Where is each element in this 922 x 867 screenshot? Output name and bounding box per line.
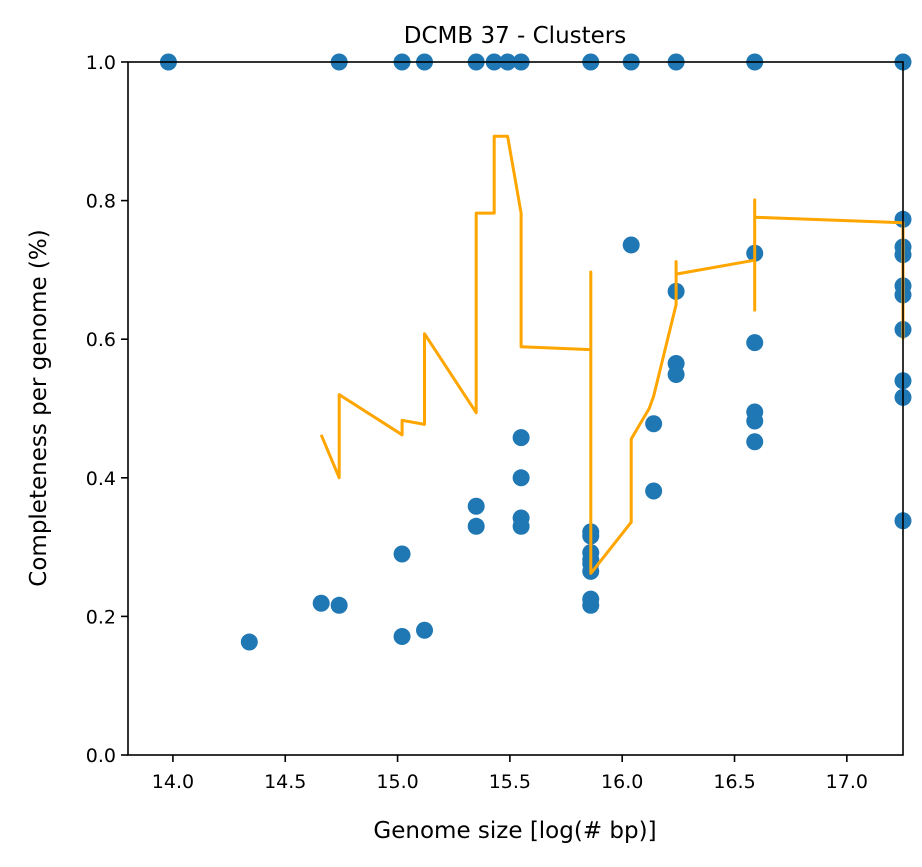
y-axis: 0.0 0.2 0.4 0.6 0.8 1.0 bbox=[86, 52, 128, 767]
data-point bbox=[393, 545, 411, 563]
data-point bbox=[240, 633, 258, 651]
data-point bbox=[467, 517, 485, 535]
data-point bbox=[645, 482, 663, 500]
data-point bbox=[746, 334, 764, 352]
data-point bbox=[312, 594, 330, 612]
data-point bbox=[416, 621, 434, 639]
plot-frame bbox=[127, 61, 904, 756]
data-point bbox=[467, 497, 485, 515]
data-point bbox=[622, 236, 640, 254]
plot-content bbox=[159, 53, 912, 651]
x-tick-label: 14.5 bbox=[264, 771, 306, 793]
x-tick-label: 15.5 bbox=[489, 771, 531, 793]
data-point bbox=[746, 433, 764, 451]
x-axis-label: Genome size [log(# bp)] bbox=[373, 818, 656, 844]
y-tick-label: 0.2 bbox=[86, 606, 116, 628]
trend-line bbox=[319, 134, 905, 575]
data-point bbox=[330, 596, 348, 614]
data-point bbox=[512, 429, 530, 447]
y-tick-label: 1.0 bbox=[86, 52, 116, 74]
x-tick-label: 16.5 bbox=[713, 771, 755, 793]
data-point bbox=[645, 415, 663, 433]
data-point bbox=[746, 412, 764, 430]
x-tick-label: 17.0 bbox=[826, 771, 868, 793]
y-tick-label: 0.0 bbox=[86, 745, 116, 767]
data-point bbox=[512, 517, 530, 535]
data-point bbox=[667, 366, 685, 384]
data-point bbox=[512, 469, 530, 487]
data-point bbox=[582, 596, 600, 614]
y-tick-label: 0.8 bbox=[86, 191, 116, 213]
y-tick-label: 0.6 bbox=[86, 329, 116, 351]
data-point bbox=[393, 627, 411, 645]
x-axis: 14.0 14.5 15.0 15.5 16.0 16.5 17.0 bbox=[152, 755, 868, 793]
y-tick-label: 0.4 bbox=[86, 468, 116, 490]
x-tick-label: 14.0 bbox=[152, 771, 194, 793]
x-tick-label: 16.0 bbox=[601, 771, 643, 793]
chart-title: DCMB 37 - Clusters bbox=[404, 23, 627, 49]
x-tick-label: 15.0 bbox=[376, 771, 418, 793]
y-axis-label: Completeness per genome (%) bbox=[26, 229, 52, 586]
